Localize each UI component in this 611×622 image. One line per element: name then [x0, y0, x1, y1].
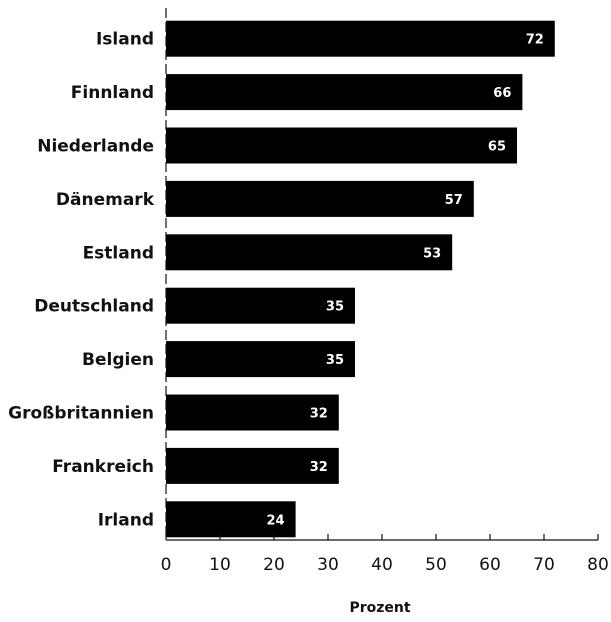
bar-5	[166, 287, 355, 324]
bars: 72 66 65 57 53 35 35 32 32 24	[166, 20, 555, 538]
x-tick-label: 10	[209, 555, 231, 575]
bar-0	[166, 20, 555, 57]
bar-4	[166, 234, 453, 271]
category-label: Dänemark	[56, 190, 155, 210]
x-tick-label: 0	[161, 555, 172, 575]
bar-8	[166, 447, 339, 484]
x-tick-label: 20	[263, 555, 285, 575]
category-label: Finnland	[71, 83, 154, 103]
bar-value-label: 65	[488, 140, 506, 155]
bar-7	[166, 394, 339, 431]
x-tick-label: 80	[587, 555, 609, 575]
bar-6	[166, 341, 355, 378]
category-label: Estland	[83, 243, 154, 263]
bar-value-label: 24	[267, 513, 285, 528]
category-label: Großbritannien	[8, 404, 154, 424]
bar-value-label: 72	[526, 33, 544, 48]
bar-value-label: 57	[445, 193, 463, 208]
bar-2	[166, 127, 517, 164]
bar-value-label: 66	[493, 86, 511, 101]
category-labels: Island Finnland Niederlande Dänemark Estland…	[8, 30, 155, 531]
category-label: Island	[96, 30, 154, 50]
category-label: Belgien	[82, 350, 154, 370]
bar-value-label: 32	[310, 460, 328, 475]
bar-value-label: 35	[326, 353, 344, 368]
x-tick-label: 70	[533, 555, 555, 575]
bar-value-label: 53	[423, 246, 441, 261]
x-tick-label: 30	[317, 555, 339, 575]
category-label: Deutschland	[34, 297, 154, 317]
x-axis-title: Prozent	[349, 600, 410, 616]
x-tick-label: 50	[425, 555, 447, 575]
x-tick-label: 60	[479, 555, 501, 575]
bar-value-label: 32	[310, 407, 328, 422]
x-tick-label: 40	[371, 555, 393, 575]
bar-9	[166, 501, 296, 538]
category-label: Frankreich	[52, 457, 154, 477]
bar-1	[166, 74, 523, 111]
bar-3	[166, 180, 474, 217]
bar-value-label: 35	[326, 300, 344, 315]
x-ticks: 0 10 20 30 40 50 60 70 80	[161, 534, 609, 575]
category-label: Irland	[98, 510, 154, 530]
category-label: Niederlande	[37, 137, 154, 157]
